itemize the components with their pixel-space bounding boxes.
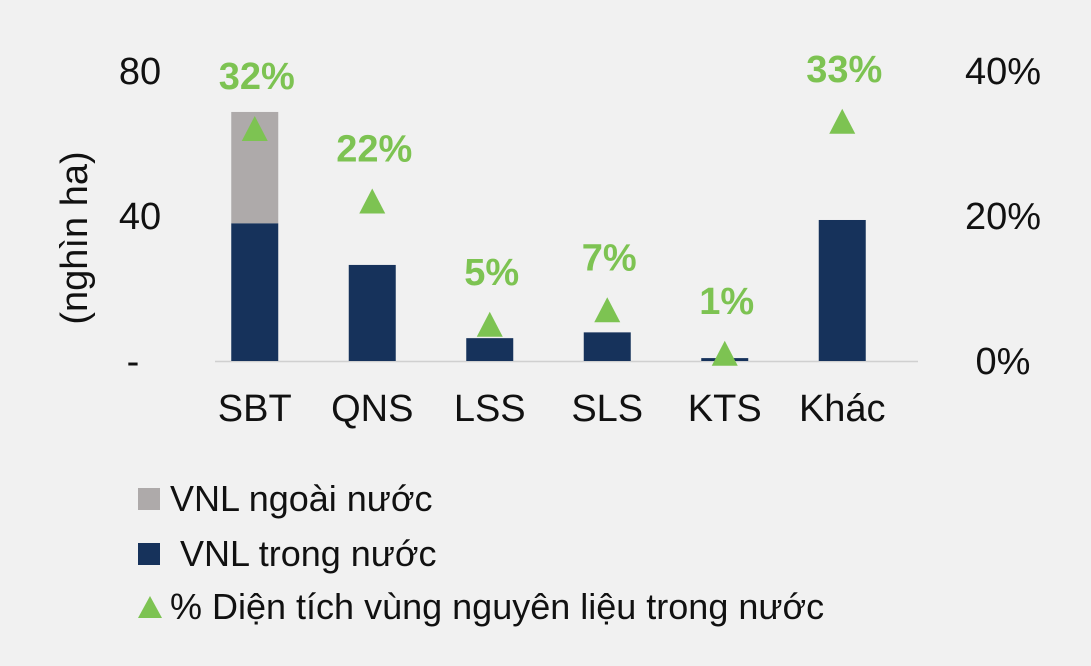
bar-domestic xyxy=(348,264,396,361)
legend-item-domestic: VNL trong nước xyxy=(138,533,436,575)
percent-marker xyxy=(829,108,856,134)
y2-tick-label: 0% xyxy=(976,341,1031,383)
y2-tick-label: 20% xyxy=(965,196,1041,238)
legend-label: VNL trong nước xyxy=(170,533,437,574)
x-tick-label: Khác xyxy=(799,388,886,430)
data-label: 32% xyxy=(219,56,295,98)
x-tick-label: KTS xyxy=(688,388,762,430)
legend-label: % Diện tích vùng nguyên liệu trong nước xyxy=(170,586,825,627)
legend-item-imported: VNL ngoài nước xyxy=(138,478,433,520)
x-tick-label: SBT xyxy=(218,388,292,430)
y-axis-title: (nghìn ha) xyxy=(54,151,96,324)
percent-marker xyxy=(241,116,268,141)
y-tick-label: - xyxy=(127,341,140,383)
bar-domestic xyxy=(818,219,866,361)
x-tick-label: LSS xyxy=(454,388,526,430)
y-tick-label: 40 xyxy=(119,196,161,238)
y-tick-label: 80 xyxy=(119,51,161,93)
legend-swatch xyxy=(138,488,160,510)
bar-domestic xyxy=(231,223,279,361)
bar-domestic xyxy=(583,332,631,361)
x-tick-label: QNS xyxy=(331,388,413,430)
data-label: 7% xyxy=(582,237,637,279)
data-label: 1% xyxy=(699,281,754,323)
percent-marker xyxy=(476,311,503,337)
percent-marker xyxy=(594,297,621,323)
data-label: 5% xyxy=(464,252,519,294)
data-label: 22% xyxy=(336,129,412,171)
y2-tick-label: 40% xyxy=(965,51,1041,93)
triangle-icon xyxy=(138,596,162,618)
legend-swatch xyxy=(138,543,160,565)
legend-label: VNL ngoài nước xyxy=(170,478,433,519)
legend-item-percent: % Diện tích vùng nguyên liệu trong nước xyxy=(138,586,824,628)
x-tick-label: SLS xyxy=(571,388,643,430)
data-label: 33% xyxy=(806,49,882,91)
bar-domestic xyxy=(466,338,514,361)
percent-marker xyxy=(359,188,386,214)
percent-marker xyxy=(711,340,738,366)
